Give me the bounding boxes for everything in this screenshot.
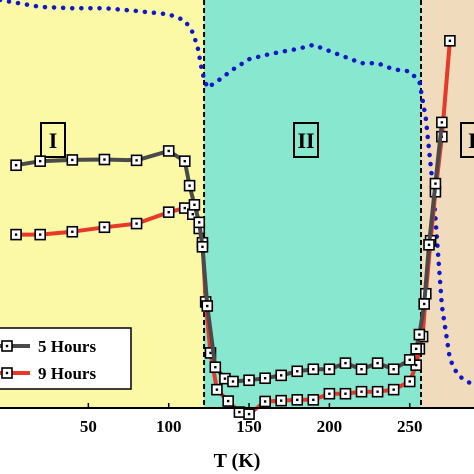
data-series xyxy=(0,0,474,420)
series-5-hours-point-18 xyxy=(275,369,287,382)
series-9-hours-point-22 xyxy=(339,387,352,400)
series-5-hours-point-6 xyxy=(162,145,175,157)
x-axis-title: T (K) xyxy=(214,450,261,472)
series-5-hours-point-32 xyxy=(436,116,448,129)
legend-box xyxy=(0,327,132,390)
series-5-hours-point-12 xyxy=(201,300,214,312)
series-dotted-line xyxy=(0,0,474,388)
series-5-hours-point-8 xyxy=(183,179,196,192)
series-5-hours-point-10 xyxy=(193,216,206,229)
series-5-hours-point-29 xyxy=(418,298,430,310)
series-5-hours-point-7 xyxy=(178,155,191,167)
series-9-hours-point-4 xyxy=(98,221,111,234)
series-9-hours-point-14 xyxy=(222,395,234,407)
series-5-hours-point-15 xyxy=(227,375,239,388)
region-2-background xyxy=(204,0,421,408)
series-9-hours-point-19 xyxy=(291,394,304,406)
series-9-hours-point-2 xyxy=(34,228,46,241)
series-9-hours-point-18 xyxy=(275,394,287,407)
legend: 5 Hours 9 Hours xyxy=(0,327,132,390)
series-9-hours-point-26 xyxy=(403,375,416,388)
series-5-hours-point-28 xyxy=(413,328,426,341)
x-tick-label-100: 100 xyxy=(156,417,182,436)
series-5-hours-point-22 xyxy=(339,357,352,369)
x-tick-labels: 50 100 150 200 250 xyxy=(80,403,423,436)
series-9-hours-point-12 xyxy=(204,347,217,359)
series-9-hours-point-25 xyxy=(387,383,400,396)
series-9-hours-point-5 xyxy=(130,217,143,230)
svg-text:II: II xyxy=(297,128,314,153)
x-tick-label-250: 250 xyxy=(397,417,423,436)
series-5-hours-point-3 xyxy=(66,154,79,166)
series-5-hours-point-23 xyxy=(355,363,368,376)
series-9-hours-point-1 xyxy=(10,228,22,241)
x-tick-label-200: 200 xyxy=(317,417,343,436)
series-5-hours-point-26 xyxy=(403,354,416,366)
region-label-2: II xyxy=(293,122,319,158)
svg-text:9 Hours: 9 Hours xyxy=(38,364,96,383)
svg-text:5 Hours: 5 Hours xyxy=(38,337,96,356)
x-tick-label-50: 50 xyxy=(80,417,97,436)
series-9-hours-point-20 xyxy=(307,394,320,406)
series-5-hours-point-1 xyxy=(10,159,22,172)
series-9-hours-point-23 xyxy=(355,385,368,398)
svg-text:I: I xyxy=(49,128,58,153)
series-9-hours-line xyxy=(16,40,452,417)
series-5-hours-point-20 xyxy=(307,363,320,376)
series-9-hours-point-13 xyxy=(211,383,223,396)
series-5-hours-point-19 xyxy=(291,365,304,378)
series-9-hours-point-17 xyxy=(259,395,271,408)
series-5-hours-point-4 xyxy=(98,153,111,166)
series-5-hours-point-21 xyxy=(323,363,336,376)
series-9-hours-point-3 xyxy=(66,225,79,238)
series-5-hours-point-11 xyxy=(196,241,209,253)
legend-item-9-hours: 9 Hours xyxy=(0,364,96,383)
series-5-hours-point-2 xyxy=(34,155,46,167)
x-tick-label-150: 150 xyxy=(236,417,262,436)
series-5-hours-point-5 xyxy=(130,154,143,167)
series-9-hours-point-6 xyxy=(162,206,175,218)
series-5-hours-point-27 xyxy=(410,343,422,355)
series-9-hours-point-24 xyxy=(371,385,384,398)
series-5-hours-point-16 xyxy=(243,374,255,387)
region-label-1: I xyxy=(40,122,66,158)
legend-item-5-hours: 5 Hours xyxy=(0,337,96,356)
series-5-hours-point-24 xyxy=(371,357,384,369)
series-9-hours-point-21 xyxy=(323,387,336,400)
series-5-hours-point-9 xyxy=(188,199,201,211)
series-5-hours-point-17 xyxy=(259,372,271,385)
region-labels: I II I xyxy=(40,122,474,158)
series-5-hours-point-31 xyxy=(429,177,442,190)
series-5-hours-point-25 xyxy=(387,363,400,376)
series-5-hours-point-30 xyxy=(423,239,435,251)
svg-text:I: I xyxy=(468,128,474,153)
region-label-3: I xyxy=(460,122,474,158)
series-5-hours-point-13 xyxy=(209,361,222,374)
series-9-hours-point-34 xyxy=(444,34,456,47)
series-9-hours-point-16 xyxy=(243,408,255,420)
